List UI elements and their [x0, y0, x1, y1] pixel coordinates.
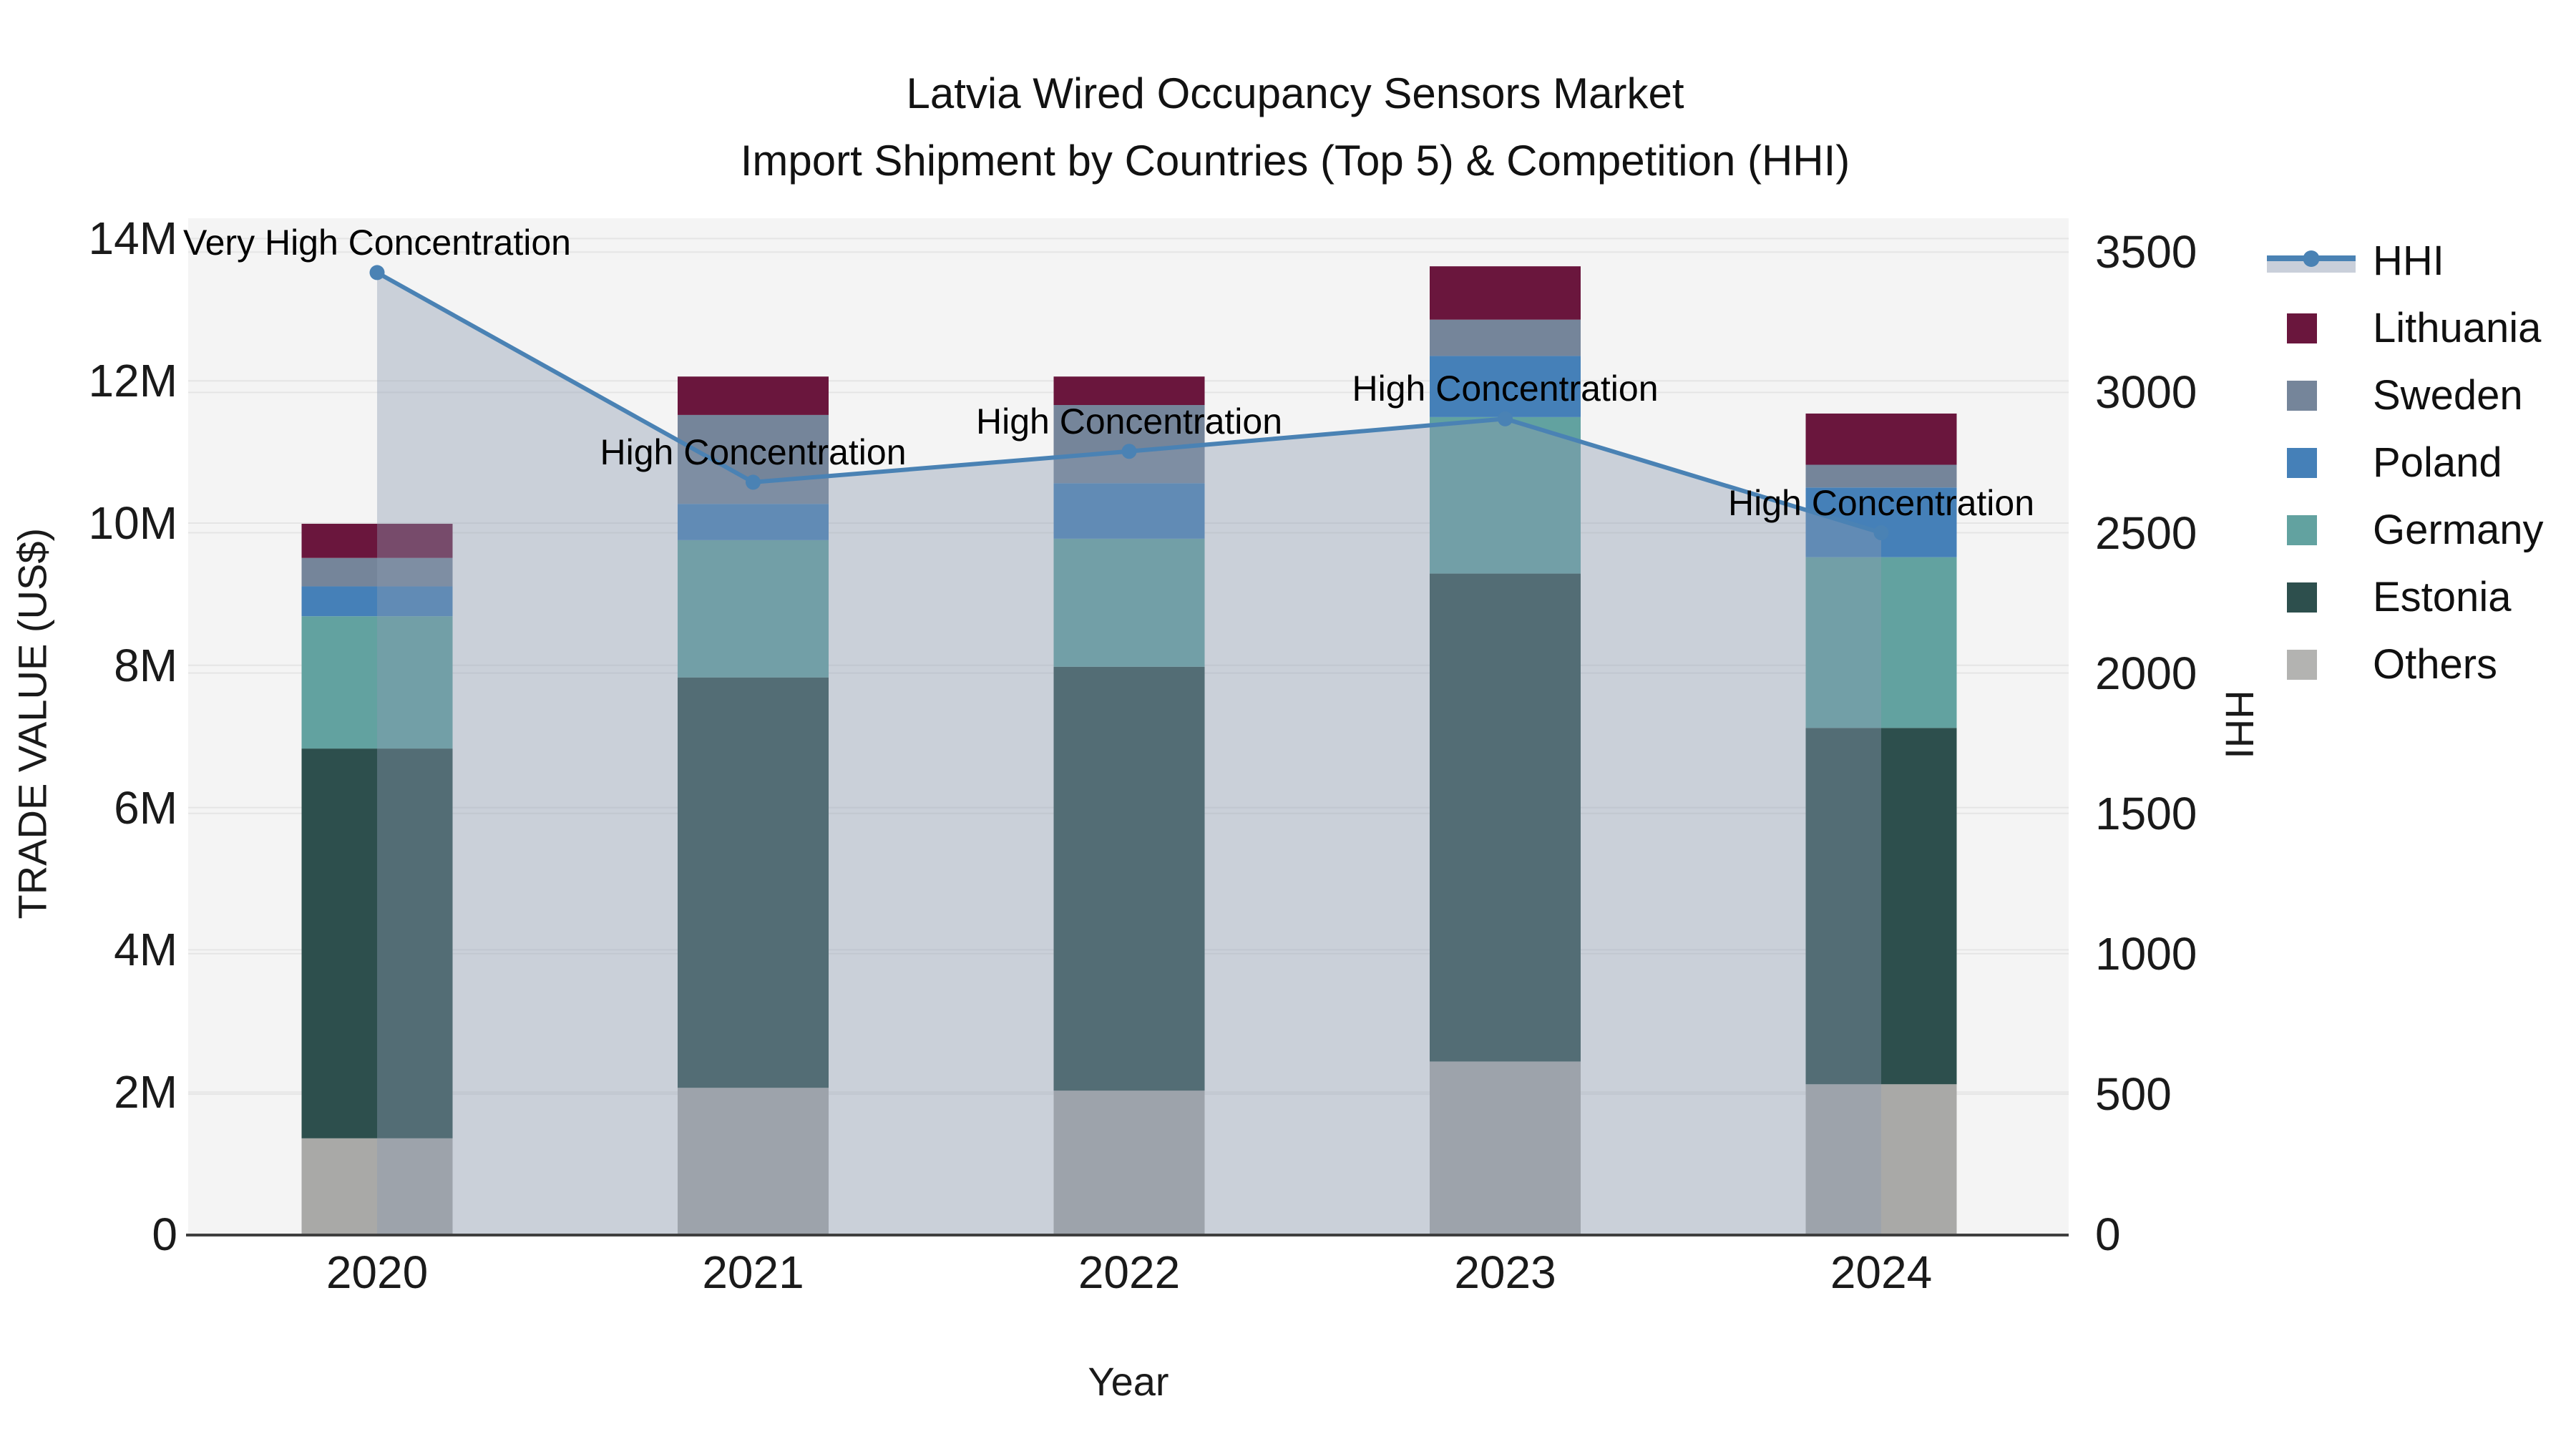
bar-segment-sweden-2024	[1805, 464, 1957, 488]
legend-item-poland[interactable]: Poland	[2267, 429, 2544, 497]
bar-segment-estonia-2024	[1805, 728, 1957, 1085]
legend-hhi-line-icon	[2267, 245, 2356, 278]
bar-segment-sweden-2020	[301, 557, 453, 587]
bar-segment-poland-2022	[1053, 483, 1205, 539]
y-left-tick-6M: 6M	[114, 781, 177, 834]
legend-item-label: Germany	[2373, 507, 2544, 553]
annotation-2023: High Concentration	[1352, 369, 1659, 409]
x-tick-2021: 2021	[702, 1246, 804, 1298]
bar-segment-estonia-2021	[678, 677, 829, 1088]
bar-segment-estonia-2020	[301, 748, 453, 1138]
bar-segment-sweden-2023	[1430, 319, 1581, 356]
x-tick-2020: 2020	[326, 1246, 429, 1298]
legend-item-estonia[interactable]: Estonia	[2267, 564, 2544, 631]
annotation-2021: High Concentration	[600, 431, 907, 472]
bar-segment-lithuania-2024	[1805, 413, 1957, 465]
bar-segment-lithuania-2023	[1430, 266, 1581, 320]
legend-swatch-icon	[2267, 648, 2356, 681]
x-tick-2024: 2024	[1830, 1246, 1933, 1298]
x-tick-2022: 2022	[1078, 1246, 1181, 1298]
chart-subtitle: Import Shipment by Countries (Top 5) & C…	[740, 137, 1850, 185]
legend-swatch-icon	[2267, 447, 2356, 479]
bar-segment-others-2021	[678, 1088, 829, 1234]
y-left-tick-12M: 12M	[88, 355, 178, 407]
annotation-2022: High Concentration	[975, 401, 1283, 441]
bar-segment-others-2020	[301, 1138, 453, 1234]
bar-segment-poland-2020	[301, 586, 453, 617]
y-right-axis-title: HHI	[2217, 690, 2263, 759]
legend-swatch-sweden	[2287, 381, 2317, 411]
legend-item-hhi[interactable]: HHI	[2267, 228, 2544, 295]
hhi-marker-2020	[369, 265, 385, 280]
legend-item-label: Sweden	[2373, 372, 2523, 419]
legend-swatch-poland	[2287, 448, 2317, 478]
hhi-marker-2024	[1873, 525, 1889, 540]
y-left-axis-title: TRADE VALUE (US$)	[9, 527, 55, 919]
y-right-tick-2000: 2000	[2095, 647, 2197, 699]
bar-segment-germany-2021	[678, 540, 829, 678]
bar-segment-germany-2020	[301, 616, 453, 749]
legend-item-sweden[interactable]: Sweden	[2267, 362, 2544, 429]
y-right-tick-1500: 1500	[2095, 787, 2197, 839]
y-right-tick-0: 0	[2095, 1209, 2121, 1260]
bar-segment-germany-2023	[1430, 416, 1581, 574]
y-right-tick-3500: 3500	[2095, 226, 2197, 278]
y-left-tick-8M: 8M	[114, 639, 177, 691]
hhi-marker-2021	[746, 474, 761, 490]
legend-item-others[interactable]: Others	[2267, 631, 2544, 698]
bar-segment-others-2022	[1053, 1091, 1205, 1234]
bar-segment-poland-2023	[1430, 356, 1581, 417]
x-tick-2023: 2023	[1454, 1246, 1556, 1298]
y-right-tick-2500: 2500	[2095, 507, 2197, 559]
legend-swatch-lithuania	[2287, 313, 2317, 343]
bar-segment-others-2024	[1805, 1084, 1957, 1234]
hhi-area	[377, 272, 1881, 1234]
bar-segment-estonia-2022	[1053, 666, 1205, 1091]
y-left-tick-0: 0	[152, 1209, 177, 1260]
legend-swatch-estonia	[2287, 582, 2317, 613]
legend-item-label: Poland	[2373, 439, 2502, 486]
y-left-tick-2M: 2M	[114, 1066, 177, 1118]
chart-title: Latvia Wired Occupancy Sensors Market	[906, 69, 1684, 117]
legend-swatch-icon	[2267, 379, 2356, 412]
hhi-marker-2023	[1498, 411, 1513, 426]
legend-swatch-icon	[2267, 514, 2356, 547]
legend-item-label: Estonia	[2373, 574, 2512, 620]
bar-segment-lithuania-2022	[1053, 376, 1205, 405]
y-left-tick-10M: 10M	[88, 497, 178, 549]
bar-segment-lithuania-2020	[301, 523, 453, 558]
annotation-2020: Very High Concentration	[183, 222, 571, 263]
legend-item-label: HHI	[2373, 238, 2444, 284]
hhi-marker-2022	[1121, 444, 1137, 459]
legend-item-label: Lithuania	[2373, 305, 2542, 351]
bar-segment-lithuania-2021	[678, 376, 829, 415]
bar-segment-poland-2024	[1805, 487, 1957, 557]
legend-item-label: Others	[2373, 641, 2498, 688]
bar-segment-others-2023	[1430, 1061, 1581, 1234]
bar-segment-poland-2021	[678, 504, 829, 540]
legend-swatch-icon	[2267, 312, 2356, 345]
y-left-tick-4M: 4M	[114, 924, 177, 976]
hhi-marker-icon	[2303, 250, 2320, 267]
legend: HHI Lithuania Sweden Poland Germany Estonia Ot…	[2267, 228, 2544, 698]
legend-item-lithuania[interactable]: Lithuania	[2267, 295, 2544, 362]
x-axis-title: Year	[1088, 1359, 1169, 1404]
bar-segment-estonia-2023	[1430, 573, 1581, 1062]
y-left-tick-14M: 14M	[88, 213, 178, 265]
y-right-tick-500: 500	[2095, 1068, 2172, 1120]
legend-swatch-others	[2287, 650, 2317, 680]
y-right-tick-3000: 3000	[2095, 366, 2197, 419]
annotation-2024: High Concentration	[1727, 482, 2035, 523]
bar-segment-germany-2022	[1053, 538, 1205, 667]
bar-segment-germany-2024	[1805, 557, 1957, 728]
y-right-tick-1000: 1000	[2095, 927, 2197, 980]
legend-swatch-icon	[2267, 581, 2356, 614]
legend-swatch-germany	[2287, 515, 2317, 545]
legend-item-germany[interactable]: Germany	[2267, 497, 2544, 564]
